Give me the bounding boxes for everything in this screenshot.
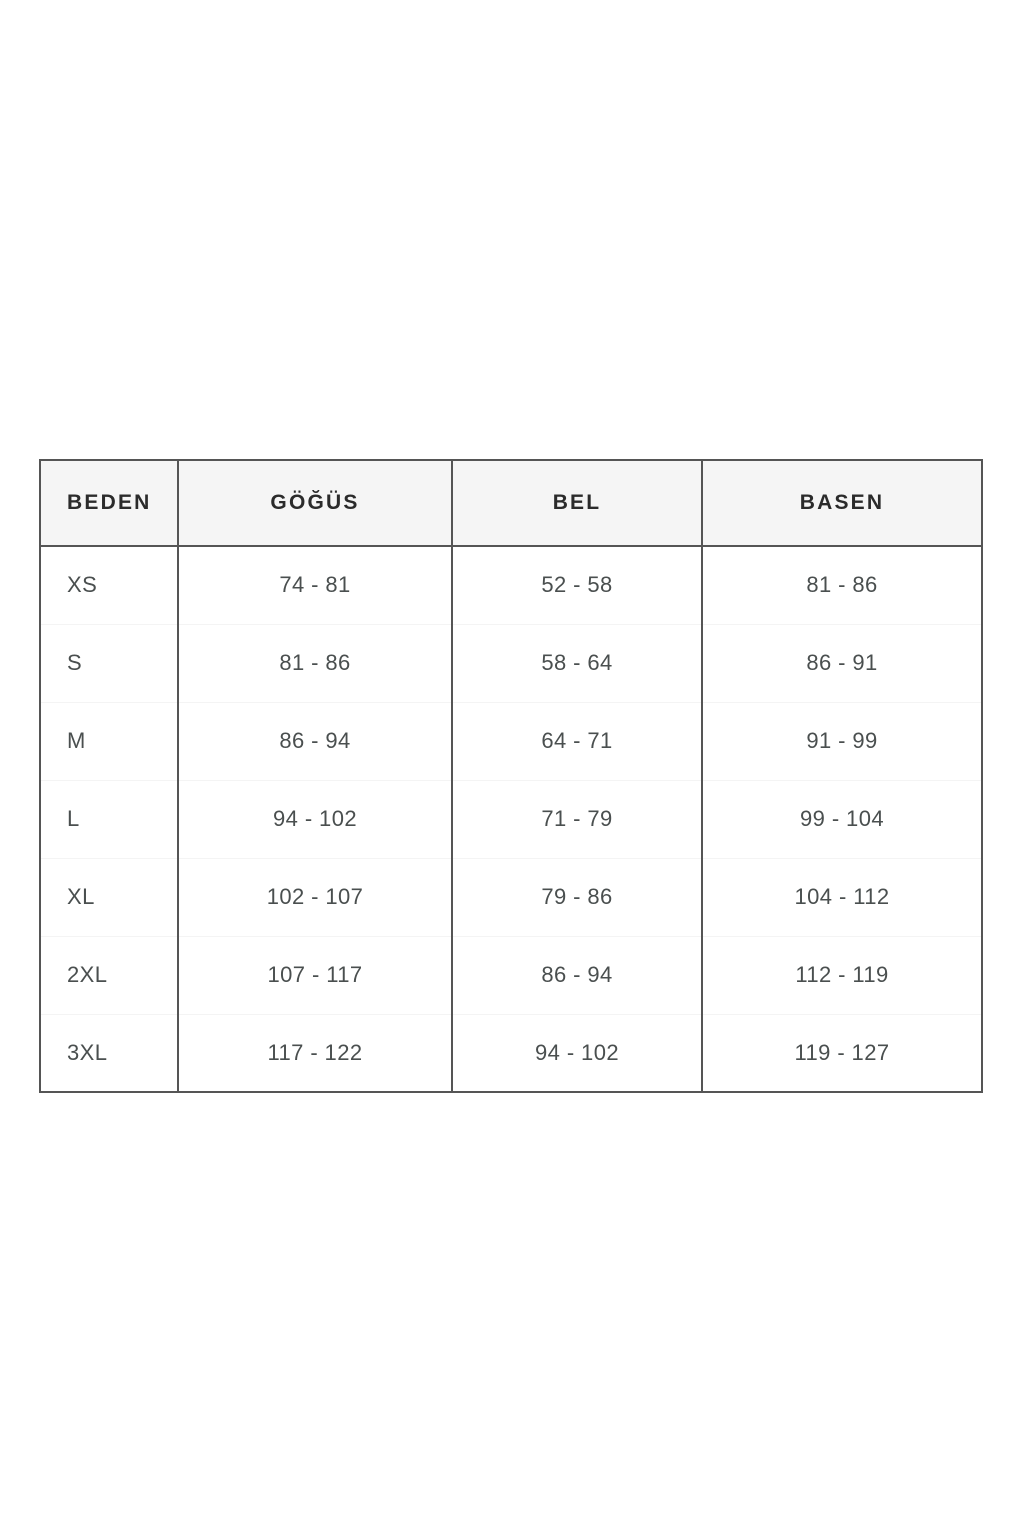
- table-row: L 94 - 102 71 - 79 99 - 104: [40, 780, 982, 859]
- size-chart-table: BEDEN GÖĞÜS BEL BASEN XS 74 - 81 52 - 58…: [39, 459, 983, 1093]
- cell-bel: 86 - 94: [452, 936, 703, 1015]
- cell-gogus: 86 - 94: [178, 702, 453, 781]
- column-header-beden: BEDEN: [40, 460, 179, 547]
- table-row: S 81 - 86 58 - 64 86 - 91: [40, 624, 982, 703]
- table-row: 3XL 117 - 122 94 - 102 119 - 127: [40, 1014, 982, 1092]
- cell-gogus: 117 - 122: [178, 1014, 453, 1092]
- cell-bel: 94 - 102: [452, 1014, 703, 1092]
- table-body: XS 74 - 81 52 - 58 81 - 86 S 81 - 86 58 …: [40, 546, 982, 1092]
- cell-beden: 3XL: [40, 1014, 179, 1092]
- table-row: 2XL 107 - 117 86 - 94 112 - 119: [40, 936, 982, 1015]
- cell-bel: 71 - 79: [452, 780, 703, 859]
- cell-basen: 86 - 91: [702, 624, 982, 703]
- size-chart-table-container: BEDEN GÖĞÜS BEL BASEN XS 74 - 81 52 - 58…: [39, 459, 983, 1093]
- cell-beden: M: [40, 702, 179, 781]
- cell-basen: 81 - 86: [702, 546, 982, 625]
- cell-gogus: 94 - 102: [178, 780, 453, 859]
- cell-gogus: 107 - 117: [178, 936, 453, 1015]
- table-header-row: BEDEN GÖĞÜS BEL BASEN: [40, 460, 982, 547]
- cell-basen: 99 - 104: [702, 780, 982, 859]
- cell-beden: 2XL: [40, 936, 179, 1015]
- cell-gogus: 74 - 81: [178, 546, 453, 625]
- column-header-bel: BEL: [452, 460, 703, 547]
- cell-basen: 91 - 99: [702, 702, 982, 781]
- cell-gogus: 102 - 107: [178, 858, 453, 937]
- cell-beden: XL: [40, 858, 179, 937]
- cell-gogus: 81 - 86: [178, 624, 453, 703]
- cell-bel: 79 - 86: [452, 858, 703, 937]
- cell-basen: 119 - 127: [702, 1014, 982, 1092]
- cell-bel: 64 - 71: [452, 702, 703, 781]
- table-row: XS 74 - 81 52 - 58 81 - 86: [40, 546, 982, 625]
- table-row: XL 102 - 107 79 - 86 104 - 112: [40, 858, 982, 937]
- cell-basen: 112 - 119: [702, 936, 982, 1015]
- cell-beden: XS: [40, 546, 179, 625]
- cell-bel: 52 - 58: [452, 546, 703, 625]
- cell-basen: 104 - 112: [702, 858, 982, 937]
- cell-beden: L: [40, 780, 179, 859]
- table-header: BEDEN GÖĞÜS BEL BASEN: [40, 460, 982, 547]
- cell-beden: S: [40, 624, 179, 703]
- cell-bel: 58 - 64: [452, 624, 703, 703]
- column-header-basen: BASEN: [702, 460, 982, 547]
- column-header-gogus: GÖĞÜS: [178, 460, 453, 547]
- table-row: M 86 - 94 64 - 71 91 - 99: [40, 702, 982, 781]
